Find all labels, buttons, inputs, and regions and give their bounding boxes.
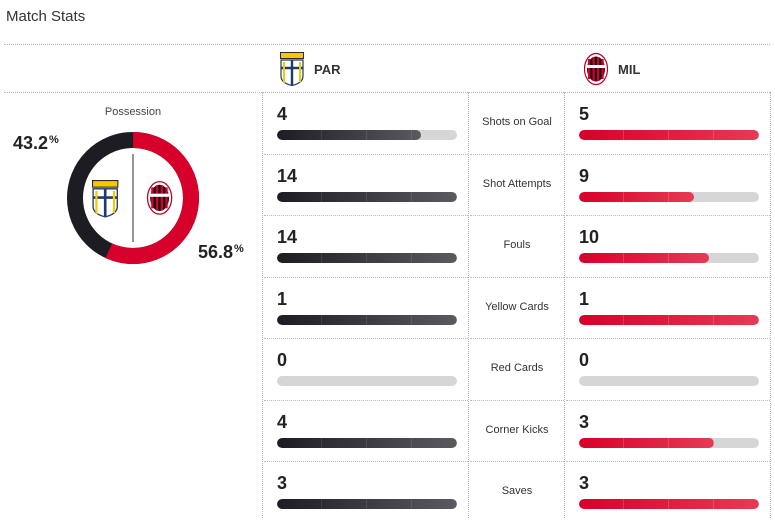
away-stat-bar-fill bbox=[579, 192, 695, 202]
home-stat-cell: 14 bbox=[263, 215, 468, 277]
home-stat-bar-fill bbox=[277, 315, 457, 325]
home-stat-value: 14 bbox=[277, 166, 298, 186]
column-divider bbox=[262, 92, 263, 518]
away-possession-pct: 56.8% bbox=[198, 242, 244, 262]
home-stat-bar bbox=[277, 438, 457, 448]
row-divider bbox=[470, 215, 564, 216]
row-divider bbox=[264, 461, 468, 462]
row-divider bbox=[264, 400, 468, 401]
home-stat-bar bbox=[277, 499, 457, 509]
away-stat-cell: 10 bbox=[565, 215, 770, 277]
away-stat-cell: 0 bbox=[565, 338, 770, 400]
home-stat-bar bbox=[277, 192, 457, 202]
home-stat-value: 14 bbox=[277, 227, 298, 247]
away-stat-bar-fill bbox=[579, 438, 714, 448]
stat-label: Saves bbox=[501, 485, 533, 497]
away-stat-value: 10 bbox=[579, 227, 600, 247]
row-divider bbox=[566, 400, 770, 401]
away-stat-bar bbox=[579, 192, 759, 202]
away-stat-bar bbox=[579, 438, 759, 448]
away-stat-cell: 5 bbox=[565, 92, 770, 154]
home-stat-value: 3 bbox=[277, 473, 288, 493]
parma-crest-icon bbox=[280, 52, 304, 86]
row-divider bbox=[264, 277, 468, 278]
away-stat-bar bbox=[579, 315, 759, 325]
row-divider bbox=[566, 215, 770, 216]
row-divider bbox=[470, 400, 564, 401]
home-team-header: PAR bbox=[280, 52, 340, 86]
away-stat-bar-fill bbox=[579, 130, 759, 140]
away-stat-cell: 1 bbox=[565, 277, 770, 339]
away-stat-value: 3 bbox=[579, 412, 590, 432]
row-divider bbox=[470, 338, 564, 339]
column-divider bbox=[770, 92, 771, 518]
stat-label: Fouls bbox=[503, 239, 531, 251]
home-stat-bar-fill bbox=[277, 499, 457, 509]
home-stat-cell: 1 bbox=[263, 277, 468, 339]
away-stat-value: 1 bbox=[579, 289, 590, 309]
home-stat-bar bbox=[277, 376, 457, 386]
stat-label: Yellow Cards bbox=[485, 301, 549, 313]
away-stat-bar bbox=[579, 376, 759, 386]
possession-donut bbox=[67, 132, 199, 264]
home-stat-bar-fill bbox=[277, 438, 457, 448]
away-stat-bar-fill bbox=[579, 499, 759, 509]
row-divider bbox=[566, 154, 770, 155]
header-divider bbox=[4, 92, 770, 93]
away-stat-value: 3 bbox=[579, 473, 590, 493]
home-stat-value: 0 bbox=[277, 350, 288, 370]
away-stat-bar-fill bbox=[579, 253, 709, 263]
row-divider bbox=[470, 277, 564, 278]
away-stat-value: 0 bbox=[579, 350, 590, 370]
away-possession-arc bbox=[67, 132, 199, 264]
parma-crest-icon bbox=[92, 180, 119, 218]
home-stat-cell: 4 bbox=[263, 92, 468, 154]
stat-label: Corner Kicks bbox=[485, 424, 549, 436]
row-divider bbox=[264, 338, 468, 339]
home-stat-cell: 3 bbox=[263, 461, 468, 523]
away-stat-cell: 9 bbox=[565, 154, 770, 216]
row-divider bbox=[470, 461, 564, 462]
home-stat-bar-fill bbox=[277, 192, 457, 202]
away-team-abbr: MIL bbox=[618, 61, 641, 77]
away-stat-cell: 3 bbox=[565, 461, 770, 523]
stat-label: Shots on Goal bbox=[482, 116, 552, 128]
home-stat-value: 4 bbox=[277, 104, 288, 124]
away-stat-bar-fill bbox=[579, 315, 759, 325]
stat-label: Shot Attempts bbox=[482, 178, 552, 190]
possession-label: Possession bbox=[104, 106, 162, 118]
away-stat-cell: 3 bbox=[565, 400, 770, 462]
away-stat-bar bbox=[579, 253, 759, 263]
home-stat-cell: 4 bbox=[263, 400, 468, 462]
away-stat-bar bbox=[579, 499, 759, 509]
home-stat-cell: 14 bbox=[263, 154, 468, 216]
away-stat-value: 5 bbox=[579, 104, 590, 124]
home-stat-bar bbox=[277, 130, 457, 140]
away-stat-value: 9 bbox=[579, 166, 590, 186]
row-divider bbox=[264, 154, 468, 155]
home-stat-bar-fill bbox=[277, 253, 457, 263]
stat-label: Red Cards bbox=[490, 362, 544, 374]
away-stat-bar bbox=[579, 130, 759, 140]
home-stat-value: 1 bbox=[277, 289, 288, 309]
milan-crest-icon bbox=[584, 52, 608, 86]
row-divider bbox=[470, 154, 564, 155]
home-stat-bar-fill bbox=[277, 130, 421, 140]
home-team-abbr: PAR bbox=[314, 61, 341, 77]
title-divider bbox=[4, 44, 770, 45]
row-divider bbox=[566, 277, 770, 278]
home-stat-bar bbox=[277, 315, 457, 325]
home-stat-value: 4 bbox=[277, 412, 288, 432]
column-divider bbox=[468, 92, 469, 518]
home-stat-cell: 0 bbox=[263, 338, 468, 400]
home-possession-pct: 43.2% bbox=[13, 133, 59, 153]
section-title: Match Stats bbox=[6, 8, 86, 25]
row-divider bbox=[566, 338, 770, 339]
milan-crest-icon bbox=[146, 180, 173, 215]
row-divider bbox=[264, 215, 468, 216]
home-stat-bar bbox=[277, 253, 457, 263]
away-team-header: MIL bbox=[584, 52, 640, 86]
row-divider bbox=[566, 461, 770, 462]
column-divider bbox=[564, 92, 565, 518]
